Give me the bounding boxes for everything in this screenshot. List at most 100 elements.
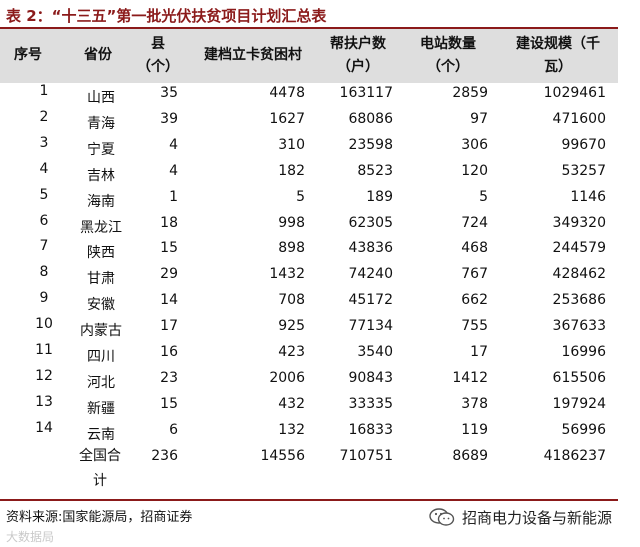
- cell-capacity: 349320: [552, 214, 606, 231]
- cell-county: 15: [160, 395, 178, 412]
- total-capacity: 4186237: [543, 447, 606, 464]
- cell-stations: 767: [461, 266, 488, 283]
- header-stations-line1: 电站数量: [420, 36, 476, 52]
- cell-province: 吉林: [87, 167, 115, 184]
- cell-stations: 306: [461, 136, 488, 153]
- cell-county: 18: [160, 214, 178, 231]
- cell-villages: 432: [278, 395, 305, 412]
- cell-province: 安徽: [87, 297, 115, 314]
- cell-county: 16: [160, 344, 178, 360]
- cell-stations: 2859: [452, 85, 488, 101]
- cell-idx: 2: [39, 108, 49, 125]
- total-stations: 8689: [452, 447, 488, 464]
- cell-province: 新疆: [87, 400, 115, 417]
- cell-idx: 13: [35, 393, 53, 410]
- cell-county: 1: [169, 188, 178, 205]
- total-households: 710751: [339, 447, 393, 464]
- cell-stations: 17: [470, 344, 488, 360]
- cell-province: 云南: [87, 426, 115, 443]
- cell-idx: 3: [39, 134, 49, 151]
- cell-county: 39: [160, 110, 178, 127]
- cell-households: 163117: [339, 85, 393, 101]
- header-households-line1: 帮扶户数: [330, 36, 386, 52]
- cell-capacity: 56996: [561, 421, 606, 438]
- cell-households: 16833: [348, 421, 393, 438]
- total-label: 全国合: [79, 447, 121, 464]
- cell-households: 43836: [348, 240, 393, 257]
- cell-villages: 4478: [269, 85, 305, 101]
- cell-capacity: 1029461: [543, 85, 606, 101]
- cell-county: 14: [160, 292, 178, 309]
- cell-idx: 8: [39, 264, 49, 281]
- cell-villages: 423: [278, 344, 305, 360]
- cell-capacity: 1146: [570, 188, 606, 205]
- cell-capacity: 367633: [552, 318, 606, 335]
- cell-idx: 5: [39, 186, 49, 203]
- header-stations-line2: （个）: [427, 59, 469, 75]
- cell-province: 青海: [87, 115, 115, 132]
- source-note: 资料来源:国家能源局，招商证券: [6, 510, 193, 525]
- cell-province: 山西: [87, 90, 115, 106]
- cell-idx: 12: [35, 367, 53, 384]
- cell-county: 23: [160, 369, 178, 386]
- header-province: 省份: [84, 47, 112, 63]
- cell-villages: 925: [278, 318, 305, 335]
- cell-province: 四川: [87, 349, 115, 365]
- table-title: 表 2：“十三五”第一批光伏扶贫项目计划汇总表: [6, 5, 326, 26]
- cell-households: 45172: [348, 292, 393, 309]
- cell-villages: 898: [278, 240, 305, 257]
- cell-county: 35: [160, 85, 178, 101]
- cell-province: 河北: [87, 374, 115, 391]
- header-capacity-line1: 建设规模（千: [516, 36, 600, 52]
- cell-county: 15: [160, 240, 178, 257]
- cell-province: 内蒙古: [80, 323, 122, 340]
- cell-province: 海南: [87, 193, 115, 210]
- header-county: 县 （个）: [130, 33, 186, 79]
- cell-capacity: 16996: [561, 344, 606, 360]
- header-stations: 电站数量 （个）: [408, 33, 488, 79]
- cell-households: 3540: [357, 344, 393, 360]
- cell-villages: 2006: [269, 369, 305, 386]
- cell-villages: 708: [278, 292, 305, 309]
- header-villages: 建档立卡贫困村: [204, 47, 302, 63]
- cell-stations: 1412: [452, 369, 488, 386]
- cell-households: 68086: [348, 110, 393, 127]
- cell-idx: 11: [35, 342, 53, 358]
- cell-households: 74240: [348, 266, 393, 283]
- header-county-line1: 县: [151, 36, 165, 52]
- watermark: 大数据局: [6, 530, 55, 544]
- cell-villages: 998: [278, 214, 305, 231]
- cell-county: 17: [160, 318, 178, 335]
- cell-stations: 97: [470, 110, 488, 127]
- cell-stations: 378: [461, 395, 488, 412]
- cell-idx: 10: [35, 316, 53, 333]
- header-idx: 序号: [14, 47, 42, 63]
- cell-county: 4: [169, 162, 178, 179]
- cell-households: 77134: [348, 318, 393, 335]
- cell-villages: 1432: [269, 266, 305, 283]
- cell-stations: 755: [461, 318, 488, 335]
- cell-capacity: 615506: [552, 369, 606, 386]
- cell-villages: 1627: [269, 110, 305, 127]
- cell-capacity: 428462: [552, 266, 606, 283]
- cell-idx: 14: [35, 419, 53, 436]
- table-header: [0, 29, 618, 83]
- cell-households: 189: [366, 188, 393, 205]
- cell-county: 29: [160, 266, 178, 283]
- cell-idx: 1: [39, 83, 49, 99]
- cell-villages: 132: [278, 421, 305, 438]
- cell-villages: 5: [296, 188, 305, 205]
- cell-idx: 9: [39, 290, 49, 307]
- wechat-account: 招商电力设备与新能源: [408, 504, 628, 530]
- cell-county: 6: [169, 421, 178, 438]
- cell-capacity: 99670: [561, 136, 606, 153]
- cell-stations: 724: [461, 214, 488, 231]
- cell-capacity: 253686: [552, 292, 606, 309]
- top-rule: [0, 27, 618, 29]
- cell-villages: 182: [278, 162, 305, 179]
- cell-capacity: 53257: [561, 162, 606, 179]
- cell-capacity: 197924: [552, 395, 606, 412]
- bottom-rule: [0, 499, 618, 501]
- wechat-icon: [429, 508, 455, 526]
- cell-villages: 310: [278, 136, 305, 153]
